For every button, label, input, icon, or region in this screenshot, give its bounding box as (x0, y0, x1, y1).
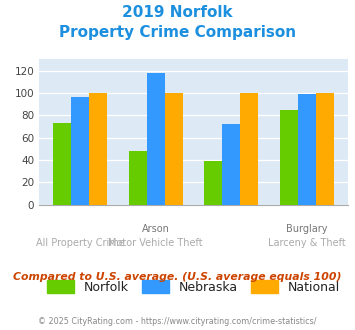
Bar (279, 110, 297, 205)
Text: Motor Vehicle Theft: Motor Vehicle Theft (108, 238, 203, 248)
Bar (222, 124, 240, 205)
Bar (71, 97, 89, 205)
Text: Compared to U.S. average. (U.S. average equals 100): Compared to U.S. average. (U.S. average … (13, 272, 342, 282)
Text: 2019 Norfolk: 2019 Norfolk (122, 5, 233, 20)
Text: Burglary: Burglary (286, 224, 327, 234)
Text: Larceny & Theft: Larceny & Theft (268, 238, 345, 248)
Bar (240, 93, 258, 205)
Text: Property Crime Comparison: Property Crime Comparison (59, 25, 296, 40)
Bar (53, 123, 71, 205)
Legend: Norfolk, Nebraska, National: Norfolk, Nebraska, National (42, 275, 345, 299)
Bar (89, 93, 108, 205)
Text: All Property Crime: All Property Crime (36, 238, 125, 248)
Bar (165, 93, 183, 205)
Bar (297, 94, 316, 205)
Bar (147, 73, 165, 205)
Bar (316, 93, 334, 205)
Bar (129, 151, 147, 205)
Text: © 2025 CityRating.com - https://www.cityrating.com/crime-statistics/: © 2025 CityRating.com - https://www.city… (38, 317, 317, 326)
Text: Arson: Arson (142, 224, 170, 234)
Bar (204, 161, 222, 205)
